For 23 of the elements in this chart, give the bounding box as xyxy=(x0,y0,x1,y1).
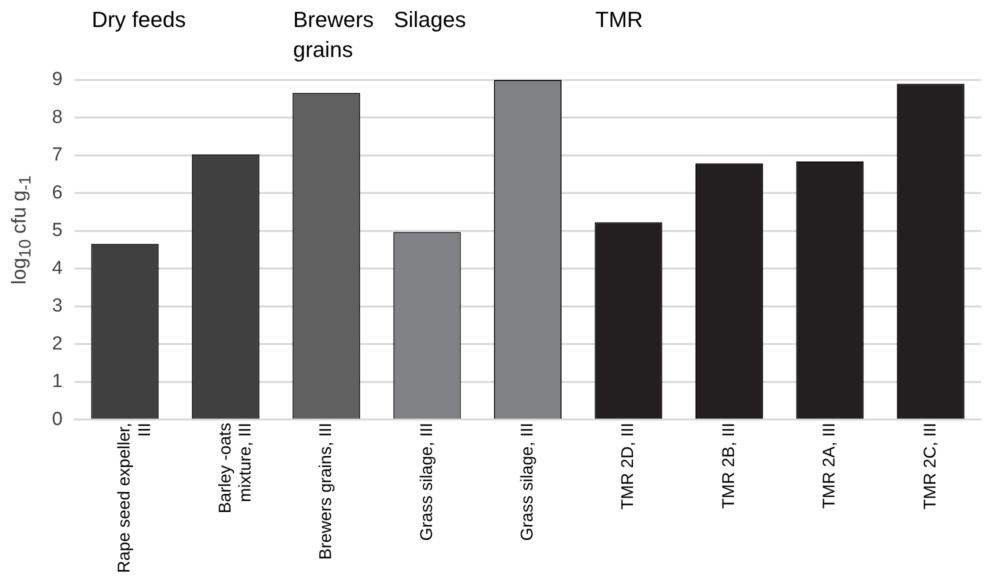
y-tick-label: 3 xyxy=(52,296,63,317)
y-tick-label: 8 xyxy=(52,106,63,128)
text: Silages xyxy=(394,7,466,32)
y-tick-label: 4 xyxy=(52,258,63,279)
text: TMR xyxy=(595,7,643,32)
x-tick-label: TMR 2D, III xyxy=(618,422,638,510)
x-tick-label: Grass silage, III xyxy=(416,422,436,541)
y-tick-label: 1 xyxy=(52,371,63,392)
x-tick-label: Brewers grains, III xyxy=(316,422,336,560)
text: Dry feeds xyxy=(92,7,186,32)
x-tick-label: Barley -oats mixture, III xyxy=(215,422,255,514)
y-tick-label: 2 xyxy=(52,333,63,354)
x-tick-label: TMR 2B, III xyxy=(718,422,738,509)
y-tick-label: 6 xyxy=(52,182,63,204)
y-tick-label: 5 xyxy=(52,220,63,242)
x-tick-label: Rape seed expeller, III xyxy=(114,422,154,574)
y-tick-label: 9 xyxy=(52,69,63,90)
x-tick-label: Grass silage, III xyxy=(517,422,536,541)
text: Brewers grains xyxy=(293,7,374,62)
y-tick-label: 7 xyxy=(52,144,63,166)
y-tick-label: 0 xyxy=(52,408,63,430)
x-tick-label: TMR 2A, III xyxy=(820,422,839,509)
x-tick-label: TMR 2C, III xyxy=(920,422,940,510)
